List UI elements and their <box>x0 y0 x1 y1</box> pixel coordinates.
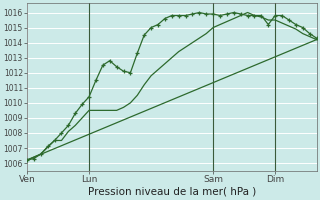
X-axis label: Pression niveau de la mer( hPa ): Pression niveau de la mer( hPa ) <box>88 187 256 197</box>
